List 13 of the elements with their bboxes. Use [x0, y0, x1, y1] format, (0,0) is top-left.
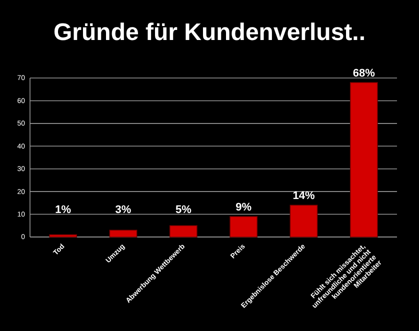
bar — [350, 82, 378, 238]
data-label: 5% — [175, 204, 192, 216]
bar — [290, 204, 318, 238]
data-label: 14% — [292, 190, 315, 202]
bar — [230, 216, 258, 238]
bar — [169, 225, 198, 238]
bar — [109, 230, 138, 238]
data-label: 1% — [55, 204, 72, 216]
data-label: 68% — [352, 68, 376, 80]
data-label: 9% — [236, 202, 252, 214]
chart-title: Gründe für Kundenverlust.. — [53, 19, 366, 46]
bar — [49, 234, 78, 238]
data-label: 3% — [115, 204, 132, 216]
